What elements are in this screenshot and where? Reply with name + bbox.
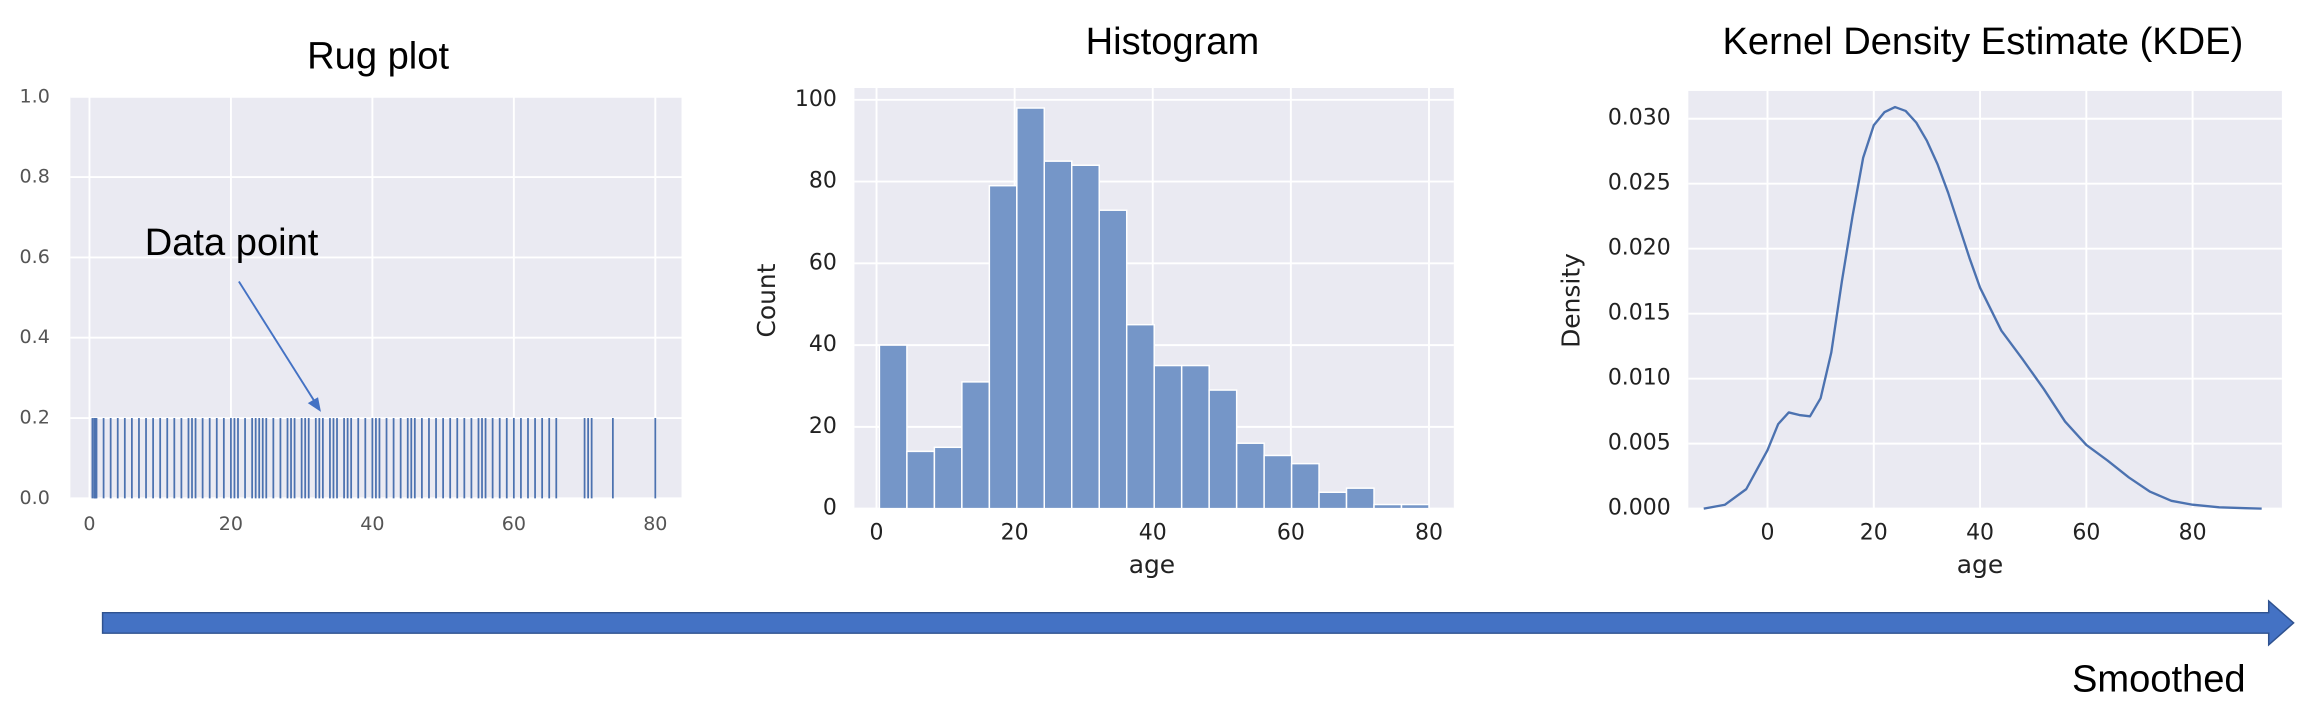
y-axis-label: Count bbox=[752, 263, 781, 337]
y-tick-label: 0.0 bbox=[20, 487, 50, 509]
y-tick-label: 0.015 bbox=[1608, 301, 1671, 326]
y-tick-label: 0.010 bbox=[1608, 366, 1671, 391]
x-tick-label: 20 bbox=[1001, 521, 1029, 546]
x-tick-label: 0 bbox=[1761, 521, 1775, 546]
bar bbox=[1125, 323, 1155, 510]
arrow-shape bbox=[101, 599, 2295, 647]
y-tick-label: 100 bbox=[795, 87, 837, 112]
bar bbox=[1153, 364, 1183, 510]
x-tick-label: 40 bbox=[1966, 521, 1994, 546]
y-tick-label: 1.0 bbox=[20, 85, 50, 107]
x-tick-label: 80 bbox=[2179, 521, 2207, 546]
x-tick-label: 0 bbox=[83, 513, 95, 535]
bar bbox=[961, 381, 991, 510]
x-axis-label: age bbox=[1957, 550, 2003, 579]
chart-line: Kernel Density Estimate (KDE) 0.000 0.005 0… bbox=[1557, 21, 2282, 579]
x-tick-label: 60 bbox=[502, 513, 526, 535]
bar bbox=[1345, 487, 1375, 510]
bar bbox=[1290, 462, 1320, 510]
bar bbox=[933, 446, 963, 510]
x-tick-label: 60 bbox=[1277, 521, 1305, 546]
bar bbox=[906, 450, 936, 510]
smoothing-arrow bbox=[101, 599, 2295, 647]
bar bbox=[988, 184, 1018, 510]
chart-title: Rug plot bbox=[307, 36, 449, 78]
x-tick-label: 0 bbox=[870, 521, 884, 546]
y-tick-label: 60 bbox=[809, 250, 837, 275]
x-tick-label: 20 bbox=[1860, 521, 1888, 546]
bar bbox=[1208, 389, 1238, 510]
bar bbox=[1318, 491, 1348, 510]
annotation-arrow bbox=[238, 280, 318, 406]
y-tick-label: 0.005 bbox=[1608, 431, 1671, 456]
chart-title: Kernel Density Estimate (KDE) bbox=[1723, 21, 2244, 63]
chart-rug: Rug plot 0.0 0.2 0.4 0.6 0.8 1.0 0 20 40 60 80 Data … bbox=[20, 36, 682, 535]
y-tick-label: 0.2 bbox=[20, 407, 50, 429]
y-tick-label: 0.6 bbox=[20, 246, 50, 268]
annotation-arrowhead bbox=[307, 397, 321, 412]
chart-histogram: Histogram 0 20 40 60 80 100 0 20 40 60 80 age Count bbox=[752, 21, 1454, 579]
bar bbox=[1373, 503, 1403, 510]
x-axis-label: age bbox=[1129, 550, 1175, 579]
y-axis-label: Density bbox=[1557, 253, 1586, 348]
x-tick-label: 20 bbox=[219, 513, 243, 535]
y-tick-label: 0.020 bbox=[1608, 236, 1671, 261]
y-tick-label: 0.000 bbox=[1608, 496, 1671, 521]
y-tick-label: 0 bbox=[823, 496, 837, 521]
y-tick-label: 40 bbox=[809, 332, 837, 357]
x-tick-label: 40 bbox=[1139, 521, 1167, 546]
arrow-label: Smoothed bbox=[2072, 659, 2246, 701]
y-tick-label: 0.025 bbox=[1608, 171, 1671, 196]
bar bbox=[878, 344, 908, 510]
bar bbox=[1400, 503, 1430, 510]
annotation: Data point bbox=[145, 222, 319, 264]
bar bbox=[1043, 160, 1073, 510]
kde-line bbox=[1703, 105, 2262, 510]
x-tick-label: 80 bbox=[1415, 521, 1443, 546]
bar bbox=[1016, 107, 1045, 510]
bar bbox=[1180, 364, 1210, 510]
chart-title: Histogram bbox=[1086, 21, 1260, 63]
y-tick-label: 0.030 bbox=[1608, 106, 1671, 131]
bar bbox=[1071, 164, 1100, 510]
y-tick-label: 20 bbox=[809, 414, 837, 439]
y-tick-label: 0.8 bbox=[20, 166, 50, 188]
bar bbox=[1263, 454, 1293, 510]
x-tick-label: 40 bbox=[360, 513, 384, 535]
bar bbox=[1098, 209, 1128, 510]
x-tick-label: 80 bbox=[643, 513, 667, 535]
y-tick-label: 0.4 bbox=[20, 326, 50, 348]
bar bbox=[1235, 442, 1265, 510]
x-tick-label: 60 bbox=[2072, 521, 2100, 546]
y-tick-label: 80 bbox=[809, 169, 837, 194]
